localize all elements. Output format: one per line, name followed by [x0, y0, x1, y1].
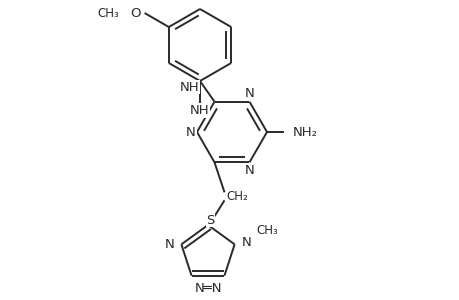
- Text: N: N: [244, 87, 254, 100]
- Text: CH₃: CH₃: [256, 224, 278, 237]
- Text: S: S: [206, 214, 214, 227]
- Text: NH: NH: [179, 81, 199, 94]
- Text: N═N: N═N: [194, 282, 221, 295]
- Text: O: O: [130, 7, 140, 20]
- Text: N: N: [244, 164, 254, 177]
- Text: NH: NH: [190, 104, 209, 117]
- Text: CH₃: CH₃: [98, 7, 119, 20]
- Text: N: N: [186, 125, 196, 139]
- Text: NH₂: NH₂: [292, 125, 317, 139]
- Text: N: N: [164, 238, 174, 251]
- Text: CH₂: CH₂: [226, 190, 248, 203]
- Text: N: N: [241, 236, 251, 249]
